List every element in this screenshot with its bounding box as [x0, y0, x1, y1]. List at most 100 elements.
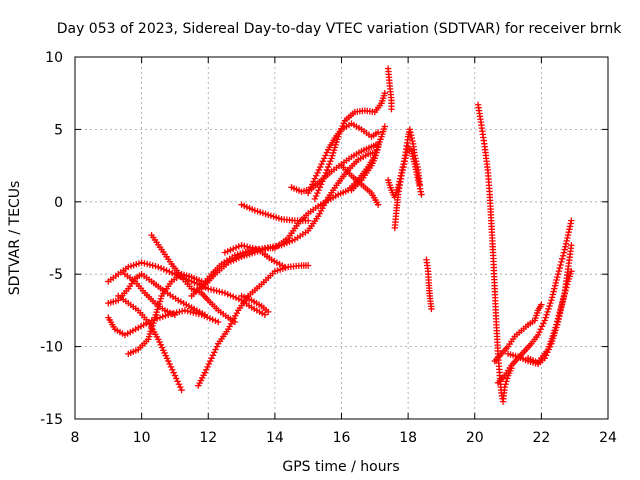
data-point-marker [374, 129, 382, 136]
data-point-marker [398, 169, 406, 177]
data-point-marker [398, 172, 405, 179]
data-point-marker [314, 169, 321, 177]
x-tick-label: 20 [466, 430, 484, 446]
data-point-marker [323, 149, 331, 156]
x-tick-label: 24 [599, 430, 617, 446]
data-point-marker [316, 184, 324, 191]
series-track-21 [391, 143, 425, 232]
data-point-marker [555, 267, 563, 275]
data-point-marker [561, 246, 568, 253]
data-point-marker [566, 226, 573, 233]
data-point-marker [318, 160, 325, 168]
data-point-marker [414, 176, 422, 184]
data-point-marker [211, 349, 218, 356]
data-point-marker [564, 231, 572, 239]
data-point-marker [371, 155, 379, 162]
data-point-marker [308, 181, 316, 188]
data-point-marker [320, 175, 327, 182]
data-points [105, 65, 575, 405]
data-point-marker [323, 166, 331, 174]
data-point-marker [304, 262, 312, 269]
data-point-marker [501, 383, 508, 391]
series-track-18 [338, 162, 382, 208]
y-tick-label: 5 [54, 122, 63, 138]
data-point-marker [559, 296, 567, 304]
data-point-marker [304, 189, 312, 197]
data-point-marker [374, 201, 382, 208]
data-point-marker [417, 188, 424, 195]
data-point-marker [553, 276, 560, 284]
data-point-marker [568, 268, 575, 275]
data-point-marker [321, 172, 329, 179]
series-track-7 [121, 271, 179, 318]
data-point-marker [317, 181, 325, 188]
data-point-marker [207, 357, 214, 365]
data-point-marker [552, 324, 559, 331]
data-point-marker [174, 378, 181, 385]
series-track-4 [125, 271, 205, 358]
data-point-marker [549, 291, 557, 298]
data-point-marker [568, 217, 575, 224]
data-point-marker [315, 166, 323, 174]
x-tick-label: 16 [333, 430, 351, 446]
data-point-marker [567, 220, 574, 227]
data-point-marker [554, 271, 562, 278]
data-point-marker [316, 163, 324, 171]
y-axis: -15 -10 -5 0 5 10 [40, 50, 608, 428]
series-track-5 [115, 292, 185, 394]
data-point-marker [428, 305, 435, 313]
series-track-3 [105, 307, 222, 339]
data-point-marker [544, 308, 551, 316]
data-point-marker [312, 172, 320, 179]
data-point-marker [564, 234, 571, 242]
data-point-marker [324, 163, 332, 171]
data-point-marker [562, 243, 569, 250]
data-point-marker [165, 357, 172, 365]
data-point-marker [320, 155, 328, 162]
data-point-marker [402, 155, 409, 162]
data-point-marker [374, 146, 381, 153]
data-point-marker [556, 309, 563, 316]
data-point-marker [171, 372, 179, 379]
data-point-marker [319, 178, 326, 185]
data-point-marker [381, 123, 389, 130]
data-point-marker [558, 258, 565, 266]
data-point-marker [306, 187, 313, 194]
series-track-22 [423, 256, 435, 313]
data-point-marker [373, 149, 380, 156]
data-point-marker [534, 331, 542, 339]
data-point-marker [558, 299, 566, 307]
series-track-1 [105, 259, 269, 318]
data-point-marker [552, 279, 560, 287]
data-point-marker [550, 288, 557, 295]
data-point-marker [261, 311, 269, 318]
data-point-marker [409, 137, 416, 145]
data-point-marker [415, 179, 422, 187]
data-point-marker [304, 217, 312, 224]
data-point-marker [212, 346, 219, 353]
data-point-marker [418, 191, 425, 198]
data-point-marker [314, 189, 321, 197]
series-track-12 [238, 292, 272, 316]
data-point-marker [541, 317, 548, 324]
data-point-marker [548, 297, 555, 304]
data-point-marker [543, 311, 550, 318]
data-point-marker [538, 301, 545, 308]
data-point-marker [201, 369, 209, 376]
data-point-marker [315, 187, 322, 194]
data-point-marker [537, 326, 544, 333]
data-point-marker [203, 366, 210, 373]
data-point-marker [400, 160, 408, 168]
data-point-marker [563, 237, 570, 245]
data-point-marker [281, 263, 289, 271]
data-point-marker [551, 282, 559, 289]
data-point-marker [372, 152, 379, 159]
data-point-marker [170, 369, 177, 376]
x-tick-label: 14 [266, 430, 284, 446]
series-track-13 [238, 201, 312, 224]
data-point-marker [408, 134, 415, 142]
series-track-19 [384, 65, 395, 113]
x-tick-label: 12 [199, 430, 217, 446]
data-point-marker [536, 328, 543, 336]
data-point-marker [208, 354, 215, 362]
